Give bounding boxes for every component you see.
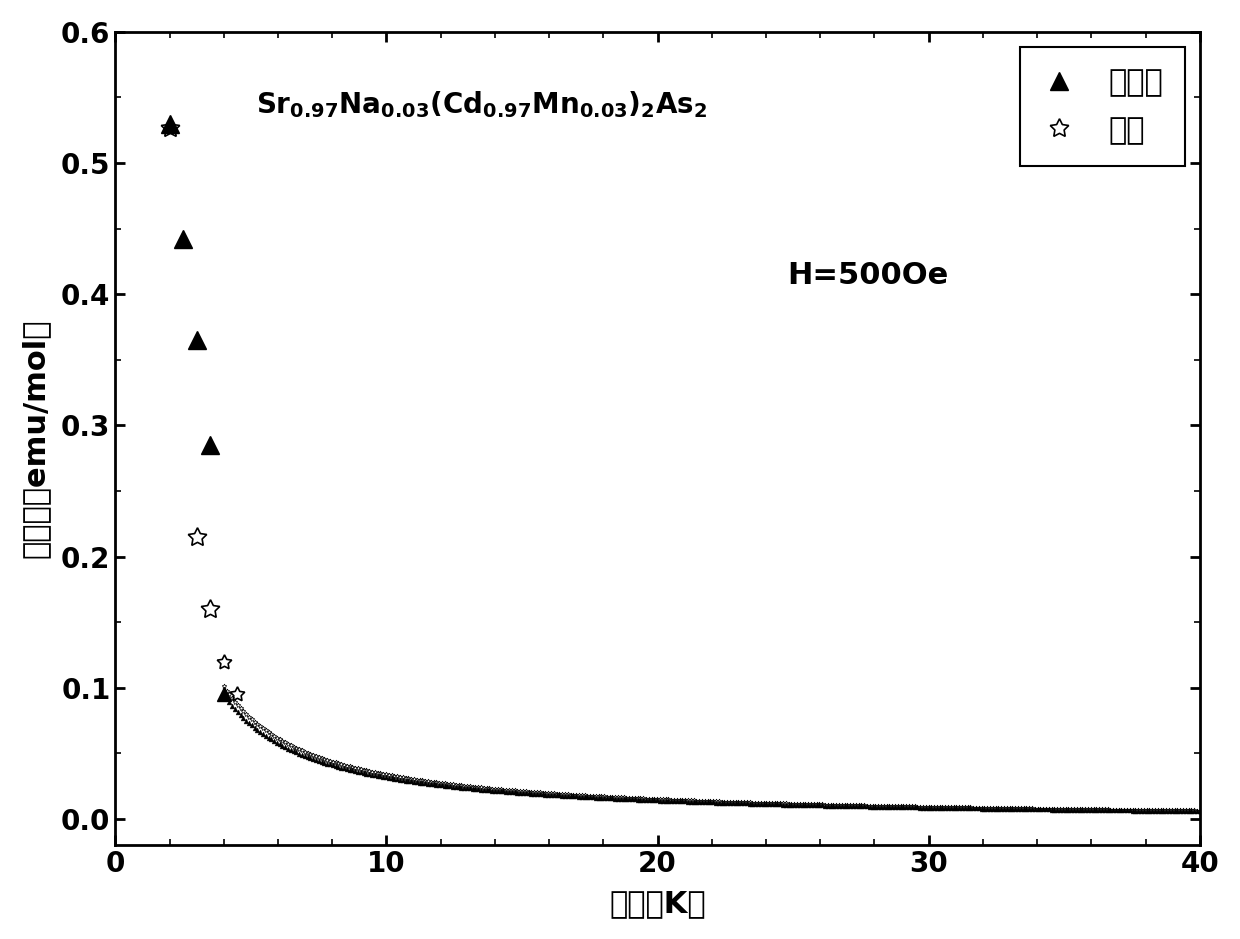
Text: $\mathbf{Sr_{0.97}Na_{0.03}(Cd_{0.97}Mn_{0.03})_2As_2}$: $\mathbf{Sr_{0.97}Na_{0.03}(Cd_{0.97}Mn_… (257, 89, 708, 120)
零场冷 (203, 439, 218, 451)
Y-axis label: 磁化率（emu/mol）: 磁化率（emu/mol） (21, 318, 50, 559)
零场冷 (162, 118, 177, 130)
Text: H=500Oe: H=500Oe (787, 261, 949, 290)
场冷 (203, 604, 218, 615)
场冷 (190, 531, 205, 543)
X-axis label: 温度（K）: 温度（K） (609, 889, 706, 918)
Line: 零场冷: 零场冷 (160, 115, 219, 454)
Line: 场冷: 场冷 (160, 118, 219, 619)
零场冷 (190, 334, 205, 346)
Legend: 零场冷, 场冷: 零场冷, 场冷 (1019, 47, 1184, 166)
零场冷 (176, 234, 191, 245)
场冷 (162, 122, 177, 133)
